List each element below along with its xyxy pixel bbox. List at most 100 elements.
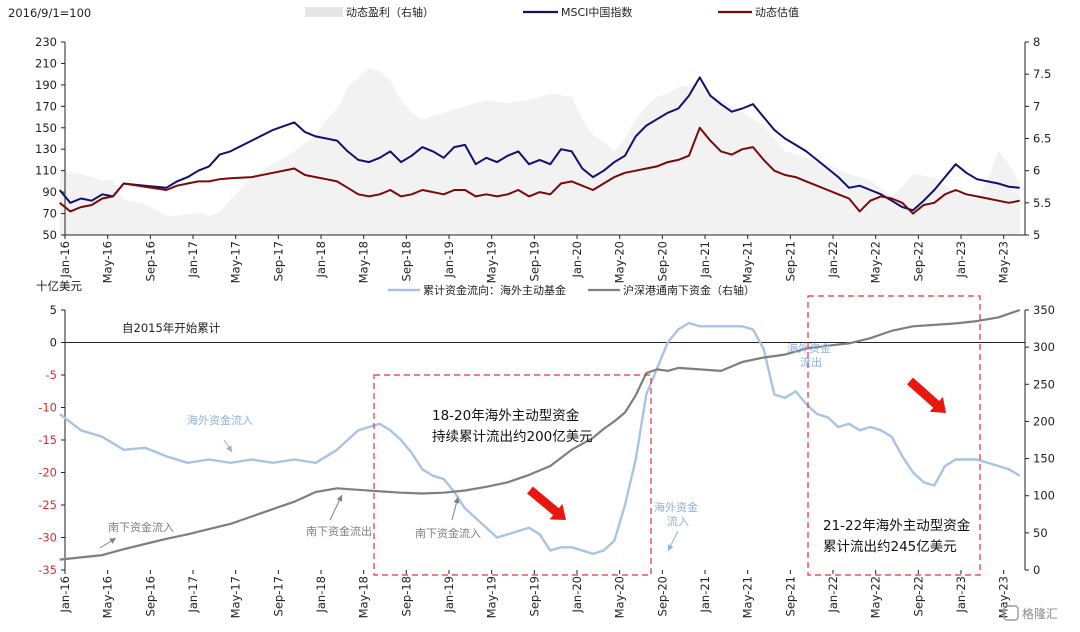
base-label: 2016/9/1=100 (8, 6, 91, 20)
highlight-box-2021-2022 (807, 295, 981, 576)
y-tick-label-right: 0 (1033, 563, 1040, 577)
y-tick-label-left: -25 (38, 498, 57, 512)
x-tick-label: May-21 (741, 576, 755, 618)
series-line-1-1 (59, 308, 1021, 561)
y-tick-label-left: -5 (46, 368, 57, 382)
y-tick-label-right: 200 (1033, 414, 1055, 428)
red-arrow-outflow-1 (527, 486, 566, 520)
x-tick-label: Sep-21 (783, 241, 797, 281)
annotation-arrow-south-inflow-1-head (109, 538, 116, 544)
x-tick-label: May-22 (869, 576, 883, 618)
y-tick-label-left: 70 (42, 207, 57, 221)
y-tick-label-left: 110 (35, 164, 57, 178)
x-tick-label: Jan-21 (698, 576, 712, 614)
box2-text-line2: 累计流出约245亿美元 (823, 539, 957, 555)
x-tick-label: Sep-16 (143, 576, 157, 616)
x-tick-label: Jan-20 (570, 241, 584, 279)
annotation-arrow-overseas-inflow-1-head (226, 445, 232, 452)
y-tick-label-right: 6.5 (1033, 132, 1051, 146)
x-tick-label: May-17 (229, 576, 243, 618)
x-tick-label: May-23 (997, 241, 1011, 283)
y-tick-label-left: 0 (50, 336, 57, 350)
y-tick-label-left: -10 (38, 401, 57, 415)
x-tick-label: May-17 (229, 241, 243, 283)
annotation-overseas-inflow-2-line2: 流入 (667, 514, 689, 528)
y-tick-label-right: 150 (1033, 452, 1055, 466)
legend-label-msci: MSCI中国指数 (561, 5, 632, 19)
y-tick-label-right: 7 (1033, 99, 1040, 113)
y-tick-label-left: -35 (38, 563, 57, 577)
annotation-arrow-overseas-inflow-2-head (668, 544, 674, 551)
y-tick-label-right: 8 (1033, 35, 1040, 49)
x-tick-label: Sep-19 (527, 241, 541, 281)
x-tick-label: Jan-17 (186, 241, 200, 279)
x-tick-label: Sep-17 (271, 576, 285, 616)
x-tick-label: May-21 (741, 241, 755, 283)
y-tick-label-left: -20 (38, 466, 57, 480)
y-tick-label-left: 130 (35, 142, 57, 156)
box1-text-line2: 持续累计流出约200亿美元 (432, 429, 593, 445)
y-tick-label-left: 170 (35, 99, 57, 113)
x-tick-label: May-20 (613, 576, 627, 618)
x-tick-label: May-23 (997, 576, 1011, 618)
annotation-overseas-inflow-1: 海外资金流入 (187, 413, 253, 427)
legend-label-valuation: 动态估值 (755, 6, 799, 19)
x-tick-label: Jan-18 (314, 576, 328, 614)
y-tick-label-left: 190 (35, 78, 57, 92)
x-tick-label: May-18 (357, 241, 371, 283)
annotation-south-inflow-1: 南下资金流入 (108, 520, 174, 534)
bottom-chart-title: 自2015年开始累计 (122, 321, 221, 335)
annotation-overseas-inflow-2-line1: 海外资金 (654, 500, 698, 514)
annotation-south-inflow-2: 南下资金流入 (415, 526, 481, 540)
legend-label-southbound: 沪深港通南下资金（右轴） (623, 283, 755, 297)
series-line-0-2 (59, 126, 1020, 215)
x-tick-label: Jan-21 (698, 241, 712, 279)
top-legend: 动态盈利（右轴） MSCI中国指数 动态估值 (305, 5, 799, 19)
legend-label-overseas: 累计资金流向：海外主动基金 (423, 283, 566, 297)
annotation-overseas-outflow-line1: 海外资金 (787, 341, 831, 355)
area-layer (59, 67, 1020, 235)
annotation-overseas-outflow-line2: 流出 (800, 355, 822, 369)
y-tick-label-left: 50 (42, 228, 57, 242)
legend-label-earnings: 动态盈利（右轴） (346, 5, 434, 19)
highlight-box-2018-2020 (373, 374, 652, 576)
annotation-arrow-south-outflow-head (336, 495, 343, 502)
y-tick-label-right: 350 (1033, 303, 1055, 317)
x-tick-label: Jan-16 (58, 241, 72, 279)
y-tick-label-right: 7.5 (1033, 67, 1051, 81)
x-tick-label: Sep-16 (143, 241, 157, 281)
y-axis-unit-label: 十亿美元 (36, 279, 82, 293)
x-tick-label: Jan-22 (826, 241, 840, 279)
series-line-0-1 (58, 76, 1020, 212)
y-tick-label-right: 50 (1033, 526, 1048, 540)
x-tick-label: Jan-22 (826, 576, 840, 614)
y-tick-label-right: 5.5 (1033, 196, 1051, 210)
y-tick-label-left: -30 (38, 531, 57, 545)
x-tick-label: Sep-20 (655, 576, 669, 616)
y-tick-label-left: 230 (35, 35, 57, 49)
y-tick-label-left: 150 (35, 121, 57, 135)
box2-text-line1: 21-22年海外主动型资金 (823, 518, 971, 534)
x-tick-label: Jan-18 (314, 241, 328, 279)
y-tick-label-left: 210 (35, 56, 57, 70)
x-tick-label: May-16 (101, 241, 115, 283)
x-tick-label: Sep-21 (783, 576, 797, 616)
x-tick-label: Sep-18 (399, 241, 413, 281)
x-tick-label: Sep-22 (911, 241, 925, 281)
y-tick-label-right: 6 (1033, 164, 1040, 178)
watermark-text: 格隆汇 (1022, 606, 1058, 621)
watermark: 格隆汇 (1003, 605, 1058, 621)
y-tick-label-left: 90 (42, 185, 57, 199)
y-tick-label-left: -15 (38, 433, 57, 447)
x-tick-label: Jan-19 (442, 241, 456, 279)
x-tick-label: Sep-19 (527, 576, 541, 616)
x-tick-label: Sep-20 (655, 241, 669, 281)
x-tick-label: May-19 (485, 241, 499, 283)
bottom-chart: 50-5-10-15-20-25-30-35350300250200150100… (36, 279, 1055, 618)
series-area-earnings (59, 67, 1020, 235)
x-tick-label: Jan-23 (954, 576, 968, 614)
y-tick-label-right: 300 (1033, 340, 1055, 354)
red-arrow-outflow-2 (907, 377, 946, 413)
